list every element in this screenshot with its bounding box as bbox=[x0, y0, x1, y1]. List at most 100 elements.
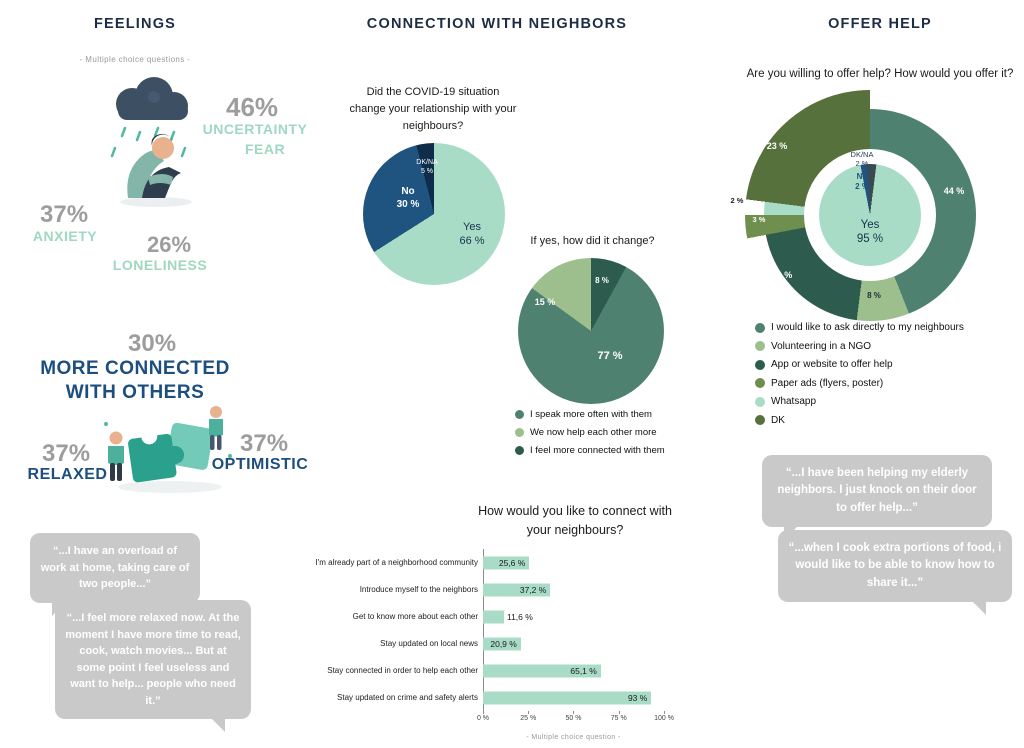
loneliness-pct: 26% bbox=[147, 232, 192, 257]
relaxed-pct: 37% bbox=[42, 440, 91, 467]
donut-23-label: 23 % bbox=[766, 141, 788, 151]
y-axis-line bbox=[483, 549, 484, 711]
x-tick: 75 % bbox=[610, 711, 627, 722]
x-tick: 100 % bbox=[654, 711, 674, 722]
bar-category-label: Stay connected in order to help each oth… bbox=[327, 666, 478, 675]
feelings-quote-bubble-1: “...I have an overload of work at home, … bbox=[30, 533, 200, 615]
bar-value-label: 93 % bbox=[627, 692, 648, 703]
offer-help-legend: I would like to ask directly to my neigh… bbox=[755, 322, 964, 433]
pie2-77-label: 77 % bbox=[597, 350, 623, 362]
legend-dot-icon bbox=[755, 378, 765, 388]
bar bbox=[483, 664, 601, 677]
bar-row: Get to know more about each other 11,6 % bbox=[287, 603, 664, 630]
barchart-footnote: - Multiple choice question - bbox=[526, 734, 621, 741]
bar-category-label: Get to know more about each other bbox=[352, 612, 478, 621]
anxiety-label: ANXIETY bbox=[32, 228, 98, 244]
x-tick: 50 % bbox=[565, 711, 582, 722]
bar-row: Stay connected in order to help each oth… bbox=[287, 657, 664, 684]
legend-dot-icon bbox=[515, 410, 524, 419]
feelings-subtitle: - Multiple choice questions - bbox=[79, 55, 191, 64]
pie1-yes-label: Yes 66 % bbox=[459, 221, 485, 247]
bar-value-label: 65,1 % bbox=[570, 665, 597, 676]
donut-3-label: 3 % bbox=[752, 215, 766, 224]
donut-dkna-label: DK/NA 2 % bbox=[850, 150, 874, 169]
pie2-15-label: 15 % bbox=[534, 297, 556, 307]
how-changed-pie bbox=[518, 258, 664, 404]
bar-value-label: 20,9 % bbox=[490, 638, 517, 649]
connect-bar-chart: I'm already part of a neighborhood commu… bbox=[287, 549, 674, 727]
bar-row: Stay updated on crime and safety alerts … bbox=[287, 684, 664, 711]
connected-pct: 30% bbox=[128, 330, 177, 357]
sad-person-illustration bbox=[110, 77, 192, 207]
legend-dot-icon bbox=[755, 359, 765, 370]
bar bbox=[483, 637, 521, 650]
bar bbox=[483, 691, 652, 704]
legend-dot-icon bbox=[515, 428, 524, 437]
pie1-no-label: No 30 % bbox=[396, 186, 420, 210]
legend-item: Volunteering in a NGO bbox=[755, 341, 964, 352]
offer-help-question: Are you willing to offer help? How would… bbox=[746, 68, 1014, 80]
donut-2-label: 2 % bbox=[730, 196, 744, 205]
how-changed-question: If yes, how did it change? bbox=[530, 235, 655, 247]
relaxed-label: RELAXED bbox=[27, 466, 108, 483]
donut-yes-label: Yes 95 % bbox=[856, 219, 884, 246]
how-changed-legend: I speak more often with them We now help… bbox=[515, 409, 665, 463]
bar-category-label: Introduce myself to the neighbors bbox=[359, 585, 478, 594]
legend-item: Paper ads (flyers, poster) bbox=[755, 378, 964, 389]
donut-no-label: No 2 % bbox=[855, 172, 869, 191]
feelings-title: FEELINGS bbox=[93, 16, 177, 32]
bar-value-label: 11,6 % bbox=[506, 611, 533, 622]
legend-dot-icon bbox=[755, 396, 765, 407]
bar-row: I'm already part of a neighborhood commu… bbox=[287, 549, 664, 576]
donut-20-label: 20 % bbox=[771, 270, 793, 280]
offer-help-donut-inner bbox=[819, 164, 921, 266]
fear-label: FEAR bbox=[244, 141, 286, 157]
donut-8-label: 8 % bbox=[867, 291, 881, 300]
x-tick: 25 % bbox=[520, 711, 537, 722]
uncertainty-label: UNCERTAINTY bbox=[202, 121, 308, 137]
offer-quote-bubble-2: “...when I cook extra portions of food, … bbox=[778, 530, 1012, 615]
bar bbox=[483, 610, 504, 623]
bar-category-label: Stay updated on local news bbox=[380, 639, 478, 648]
covid-change-question: Did the COVID-19 situation change your r… bbox=[349, 86, 517, 133]
puzzle-people-illustration bbox=[104, 406, 232, 493]
bar bbox=[483, 556, 530, 569]
pie1-dkna-label: DK/NA 5 % bbox=[416, 159, 438, 175]
connected-label-2: WITH OTHERS bbox=[65, 382, 205, 403]
uncertainty-pct: 46% bbox=[226, 92, 279, 122]
offer-help-title: OFFER HELP bbox=[828, 16, 932, 32]
donut-44-label: 44 % bbox=[943, 186, 965, 196]
legend-dot-icon bbox=[755, 341, 765, 351]
loneliness-label: LONELINESS bbox=[112, 257, 208, 273]
legend-item: DK bbox=[755, 415, 964, 426]
bar-category-label: I'm already part of a neighborhood commu… bbox=[315, 558, 478, 567]
optimistic-label: OPTIMISTIC bbox=[211, 456, 309, 473]
bar-row: Introduce myself to the neighbors 37,2 % bbox=[287, 576, 664, 603]
bar-value-label: 25,6 % bbox=[498, 557, 526, 568]
legend-dot-icon bbox=[755, 322, 765, 333]
bar bbox=[483, 583, 551, 596]
feelings-quote-bubble-2: “...I feel more relaxed now. At the mome… bbox=[55, 600, 251, 732]
connection-title: CONNECTION WITH NEIGHBORS bbox=[366, 16, 628, 32]
pie2-8-label: 8 % bbox=[595, 276, 609, 285]
legend-dot-icon bbox=[515, 446, 524, 455]
bar-category-label: Stay updated on crime and safety alerts bbox=[337, 693, 478, 702]
legend-item: We now help each other more bbox=[515, 427, 665, 438]
legend-dot-icon bbox=[755, 415, 765, 425]
connected-label-1: MORE CONNECTED bbox=[40, 358, 230, 379]
legend-item: I speak more often with them bbox=[515, 409, 665, 420]
anxiety-pct: 37% bbox=[40, 201, 89, 228]
bar-row: Stay updated on local news 20,9 % bbox=[287, 630, 664, 657]
covid-change-pie bbox=[363, 143, 505, 285]
bar-value-label: 37,2 % bbox=[519, 584, 547, 595]
legend-item: I would like to ask directly to my neigh… bbox=[755, 322, 964, 333]
offer-quote-bubble-1: “...I have been helping my elderly neigh… bbox=[762, 455, 992, 540]
connect-how-question: How would you like to connect with your … bbox=[478, 504, 672, 538]
x-axis: 0 % 25 % 50 % 75 % 100 % bbox=[477, 711, 674, 727]
x-tick: 0 % bbox=[476, 711, 490, 722]
optimistic-pct: 37% bbox=[240, 430, 289, 457]
legend-item: App or website to offer help bbox=[755, 359, 964, 370]
legend-item: Whatsapp bbox=[755, 396, 964, 407]
legend-item: I feel more connected with them bbox=[515, 445, 665, 456]
